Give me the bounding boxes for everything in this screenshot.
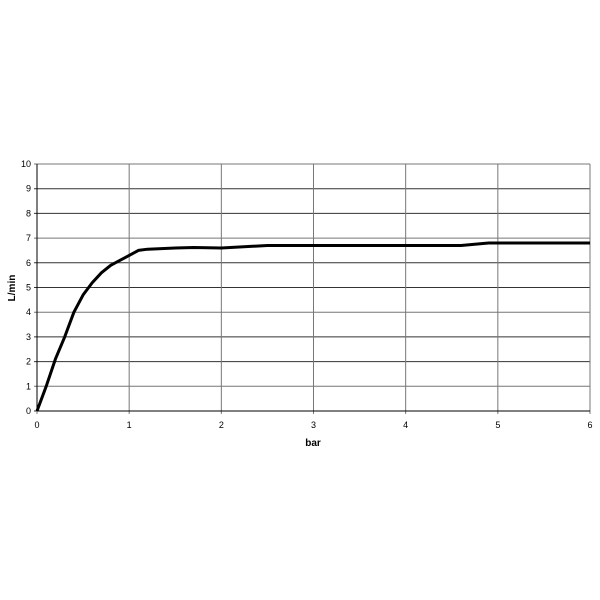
y-tick-label: 2	[26, 357, 31, 367]
x-tick-label: 3	[311, 420, 316, 430]
y-tick-label: 3	[26, 332, 31, 342]
y-tick-label: 4	[26, 307, 31, 317]
y-tick-label: 1	[26, 381, 31, 391]
x-tick-label: 2	[219, 420, 224, 430]
y-tick-label: 7	[26, 233, 31, 243]
y-tick-label: 10	[21, 159, 31, 169]
tick-labels: 0 1 2 3 4 5 6 7 8 9 10 0 1 2 3 4 5 6	[21, 159, 593, 430]
x-tick-label: 5	[495, 420, 500, 430]
x-tick-label: 1	[127, 420, 132, 430]
grid	[34, 163, 591, 414]
x-axis-label: bar	[305, 438, 321, 449]
x-tick-label: 0	[34, 420, 39, 430]
x-tick-label: 4	[403, 420, 408, 430]
y-tick-label: 0	[26, 406, 31, 416]
y-tick-label: 8	[26, 208, 31, 218]
y-tick-label: 6	[26, 258, 31, 268]
y-tick-label: 9	[26, 184, 31, 194]
x-tick-label: 6	[587, 420, 592, 430]
y-axis-label: L/min	[7, 275, 18, 302]
series-line	[35, 241, 590, 412]
y-tick-label: 5	[26, 283, 31, 293]
